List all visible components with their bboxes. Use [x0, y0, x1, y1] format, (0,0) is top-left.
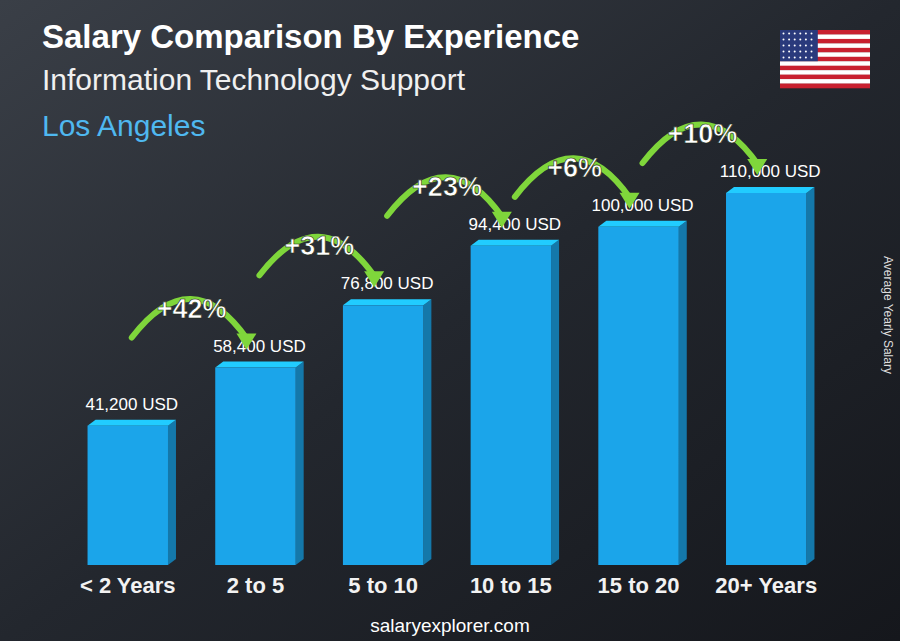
- flag-star: [811, 39, 813, 41]
- flag-star: [799, 51, 801, 53]
- flag-canton: [780, 30, 818, 61]
- tick: 5 to 10: [348, 565, 418, 598]
- arrow-head: [492, 212, 512, 228]
- bar-group: [471, 240, 559, 565]
- bar: [726, 193, 806, 565]
- bar-top: [471, 240, 559, 246]
- flag-stripe: [780, 70, 870, 75]
- bar-side: [423, 299, 431, 565]
- tick: < 2 Years: [80, 565, 176, 598]
- flag-star: [788, 57, 790, 59]
- flag: [780, 30, 870, 88]
- growth-label: +23%: [412, 172, 482, 202]
- bar-top: [598, 221, 686, 227]
- bar-group: [343, 299, 431, 565]
- bar-top: [88, 420, 176, 426]
- flag-star: [811, 51, 813, 53]
- flag-star: [788, 39, 790, 41]
- flag-star: [805, 51, 807, 53]
- flag-star: [794, 45, 796, 47]
- tick-label: 2 to 5: [227, 573, 284, 598]
- tick: 20+ Years: [715, 565, 817, 598]
- tick-label: 5 to 10: [348, 573, 418, 598]
- flag-star: [788, 51, 790, 53]
- background: [0, 0, 900, 641]
- source: salaryexplorer.com: [370, 615, 529, 636]
- flag-star: [811, 57, 813, 59]
- tick: 10 to 15: [470, 565, 552, 598]
- y-label: Average Yearly Salary: [881, 256, 895, 374]
- x-axis: < 2 Years 2 to 5 5 to 10 10 to 15 15 to 20 20…: [80, 565, 817, 598]
- flag-star: [799, 45, 801, 47]
- tick-label: 15 to 20: [598, 573, 680, 598]
- bar-top: [343, 299, 431, 305]
- tick-label: 10 to 15: [470, 573, 552, 598]
- bar-group: [215, 362, 303, 565]
- flag-star: [805, 57, 807, 59]
- flag-star: [799, 33, 801, 35]
- data-label: 94,400 USD: [469, 215, 562, 234]
- flag-star: [811, 45, 813, 47]
- data-label: 76,800 USD: [341, 274, 434, 293]
- bar-group: [726, 187, 814, 565]
- growth-label: +6%: [547, 153, 602, 183]
- flag-star: [805, 45, 807, 47]
- tick: 2 to 5: [227, 565, 284, 598]
- flag-star: [794, 39, 796, 41]
- flag-star: [794, 57, 796, 59]
- plot-area: [88, 187, 815, 565]
- growth-label: +10%: [667, 119, 737, 149]
- flag-star: [794, 33, 796, 35]
- chart: Salary Comparison By Experience Informati…: [0, 0, 900, 641]
- flag-star: [805, 33, 807, 35]
- bar: [88, 426, 168, 565]
- flag-star: [799, 57, 801, 59]
- flag-star: [788, 33, 790, 35]
- flag-star: [783, 39, 785, 41]
- subtitle: Information Technology Support: [42, 63, 466, 96]
- bar-top: [726, 187, 814, 193]
- arrow-head: [620, 193, 640, 209]
- bar: [215, 368, 295, 565]
- title: Salary Comparison By Experience: [42, 18, 579, 55]
- growth-label: +31%: [284, 231, 354, 261]
- growth-label: +42%: [157, 294, 227, 324]
- data-label: 110,000 USD: [720, 162, 821, 181]
- bar-side: [679, 221, 687, 565]
- flag-stripe: [780, 79, 870, 84]
- flag-stripe: [780, 84, 870, 89]
- data-label: 100,000 USD: [592, 196, 694, 215]
- location: Los Angeles: [42, 109, 205, 142]
- flag-star: [805, 39, 807, 41]
- flag-star: [788, 45, 790, 47]
- flag-star: [783, 51, 785, 53]
- data-label: 41,200 USD: [85, 395, 178, 414]
- flag-stripe: [780, 61, 870, 66]
- tick-label: 20+ Years: [715, 573, 817, 598]
- bar-group: [88, 420, 176, 565]
- bar-side: [551, 240, 559, 565]
- flag-star: [799, 39, 801, 41]
- bar-side: [806, 187, 814, 565]
- tick-label: < 2 Years: [80, 573, 176, 598]
- bar-group: [598, 221, 686, 565]
- flag-star: [783, 45, 785, 47]
- bar: [598, 227, 678, 565]
- arrow-head: [236, 334, 256, 350]
- bar: [471, 246, 551, 565]
- data-label: 58,400 USD: [213, 337, 306, 356]
- arrow-head: [364, 271, 384, 287]
- flag-stripe: [780, 75, 870, 80]
- bar-side: [296, 362, 304, 565]
- flag-star: [783, 33, 785, 35]
- bar-side: [168, 420, 176, 565]
- flag-star: [783, 57, 785, 59]
- bar: [343, 305, 423, 565]
- bar-top: [215, 362, 303, 368]
- flag-star: [811, 33, 813, 35]
- flag-star: [794, 51, 796, 53]
- flag-stripe: [780, 66, 870, 71]
- tick: 15 to 20: [598, 565, 680, 598]
- arrow-head: [747, 159, 767, 175]
